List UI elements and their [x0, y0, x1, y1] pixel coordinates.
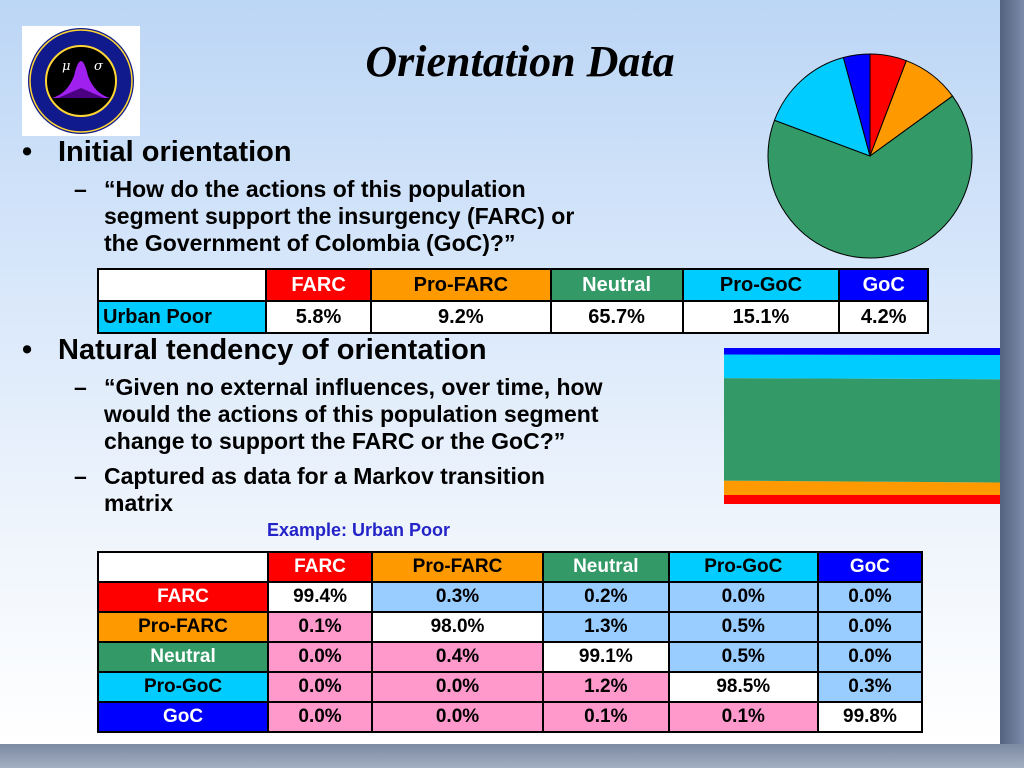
- bullet-marker: •: [22, 334, 33, 366]
- header-cell: GoC: [838, 268, 929, 302]
- table-cell: 0.1%: [266, 611, 374, 643]
- table-cell: 0.5%: [667, 641, 819, 673]
- table-cell: 0.2%: [541, 581, 670, 613]
- table-cell: 0.4%: [371, 641, 544, 673]
- header-cell: Neutral: [549, 268, 684, 302]
- table-cell: 0.0%: [266, 701, 374, 733]
- table-header-row: FARC Pro-FARC Neutral Pro-GoC GoC: [97, 268, 929, 302]
- table-cell: 99.1%: [541, 641, 670, 673]
- row-label: GoC: [97, 701, 269, 733]
- table-cell: 5.8%: [264, 300, 373, 334]
- table-cell: 0.0%: [371, 671, 544, 703]
- table-cell: 65.7%: [549, 300, 684, 334]
- page-title: Orientation Data: [365, 37, 675, 86]
- text-line: would the actions of this population seg…: [104, 401, 599, 427]
- table-corner-cell: [97, 268, 267, 302]
- table-cell: 0.0%: [266, 671, 374, 703]
- table-cell: 1.3%: [541, 611, 670, 643]
- text-line: change to support the FARC or the GoC?”: [104, 428, 566, 454]
- pie-slice-neutral: [767, 95, 973, 259]
- area-series-3: [724, 354, 1000, 380]
- table-row: FARC 99.4% 0.3% 0.2% 0.0% 0.0%: [97, 581, 924, 613]
- logo-mu: μ: [62, 59, 70, 74]
- header-cell: GoC: [816, 551, 924, 583]
- table-cell: 99.8%: [816, 701, 924, 733]
- dash-marker: –: [74, 176, 87, 202]
- example-caption: Example: Urban Poor: [267, 520, 451, 540]
- slide: μ σ Orientation Data • Initial orientati…: [0, 0, 1000, 744]
- bullet-initial-orientation: • Initial orientation: [22, 136, 292, 169]
- orientation-table: FARC Pro-FARC Neutral Pro-GoC GoC Urban …: [97, 268, 929, 334]
- table-cell: 1.2%: [541, 671, 670, 703]
- bullet-text: Natural tendency of orientation: [58, 334, 487, 366]
- text-line: Captured as data for a Markov transition: [104, 463, 545, 489]
- bullet-marker: •: [22, 136, 33, 168]
- header-cell: FARC: [266, 551, 374, 583]
- text-line: segment support the insurgency (FARC) or: [104, 203, 575, 229]
- table-cell: 0.5%: [667, 611, 819, 643]
- table-cell: 98.5%: [667, 671, 819, 703]
- row-label: Pro-GoC: [97, 671, 269, 703]
- table-cell: 0.3%: [816, 671, 924, 703]
- sub-bullet-question-1: – “How do the actions of this population…: [74, 176, 575, 257]
- table-cell: 0.1%: [541, 701, 670, 733]
- pie-slice-pro-goc: [773, 56, 871, 157]
- table-row: GoC 0.0% 0.0% 0.1% 0.1% 99.8%: [97, 701, 924, 733]
- transition-matrix-table: FARC Pro-FARC Neutral Pro-GoC GoC FARC 99…: [97, 551, 924, 733]
- table-cell: 0.0%: [371, 701, 544, 733]
- area-series-1: [724, 480, 1000, 495]
- dash-marker: –: [74, 463, 87, 489]
- area-series-4: [724, 348, 1000, 356]
- table-cell: 9.2%: [370, 300, 552, 334]
- orientation-pie-chart: [767, 53, 973, 259]
- sub-bullet-question-2: – “Given no external influences, over ti…: [74, 374, 603, 455]
- dash-marker: –: [74, 374, 87, 400]
- table-cell: 0.0%: [816, 581, 924, 613]
- table-row: Pro-GoC 0.0% 0.0% 1.2% 98.5% 0.3%: [97, 671, 924, 703]
- slide-shadow-bottom: [0, 744, 1024, 768]
- slide-shadow-right: [1000, 0, 1024, 768]
- row-label: Pro-FARC: [97, 611, 269, 643]
- table-cell: 98.0%: [371, 611, 544, 643]
- text-line: “How do the actions of this population: [104, 176, 526, 202]
- sub-bullet-markov: – Captured as data for a Markov transiti…: [74, 463, 545, 517]
- table-corner-cell: [97, 551, 269, 583]
- area-series-2: [724, 378, 1000, 483]
- header-cell: Pro-FARC: [371, 551, 544, 583]
- row-label: FARC: [97, 581, 269, 613]
- text-line: the Government of Colombia (GoC)?”: [104, 230, 516, 256]
- table-cell: 4.2%: [838, 300, 929, 334]
- header-cell: FARC: [264, 268, 373, 302]
- table-header-row: FARC Pro-FARC Neutral Pro-GoC GoC: [97, 551, 924, 583]
- table-cell: 15.1%: [681, 300, 841, 334]
- text-line: “Given no external influences, over time…: [104, 374, 603, 400]
- table-row: Pro-FARC 0.1% 98.0% 1.3% 0.5% 0.0%: [97, 611, 924, 643]
- table-row: Urban Poor 5.8% 9.2% 65.7% 15.1% 4.2%: [97, 300, 929, 334]
- tendency-area-chart: [724, 348, 1000, 504]
- operations-analysis-division-logo: μ σ: [22, 26, 140, 136]
- table-cell: 0.3%: [371, 581, 544, 613]
- row-label: Neutral: [97, 641, 269, 673]
- area-series-0: [724, 494, 1000, 504]
- text-line: matrix: [104, 490, 174, 516]
- table-cell: 0.1%: [667, 701, 819, 733]
- table-cell: 0.0%: [816, 641, 924, 673]
- header-cell: Pro-GoC: [667, 551, 819, 583]
- table-cell: 0.0%: [266, 641, 374, 673]
- table-cell: 0.0%: [667, 581, 819, 613]
- bullet-natural-tendency: • Natural tendency of orientation: [22, 334, 487, 367]
- table-cell: 99.4%: [266, 581, 374, 613]
- table-cell: 0.0%: [816, 611, 924, 643]
- logo-sigma: σ: [94, 59, 104, 74]
- row-label-urban-poor: Urban Poor: [97, 300, 267, 334]
- header-cell: Pro-GoC: [681, 268, 841, 302]
- header-cell: Pro-FARC: [370, 268, 552, 302]
- bullet-text: Initial orientation: [58, 136, 292, 168]
- header-cell: Neutral: [541, 551, 670, 583]
- table-row: Neutral 0.0% 0.4% 99.1% 0.5% 0.0%: [97, 641, 924, 673]
- pie-slice-goc: [842, 53, 871, 157]
